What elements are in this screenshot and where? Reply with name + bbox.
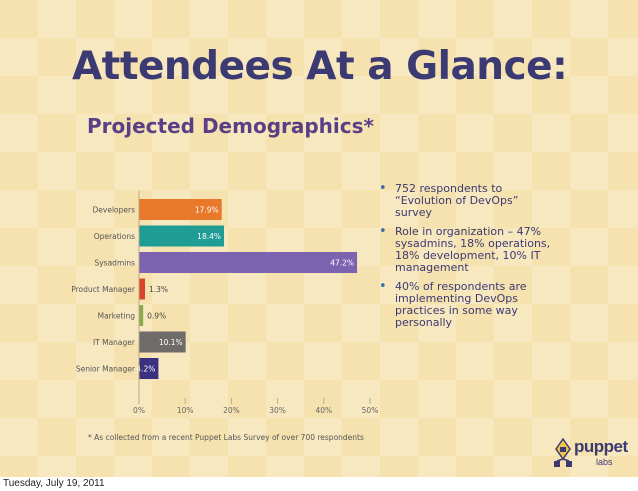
chart-value-label: 10.1%	[159, 338, 183, 347]
bullet-text: Role in organization – 47% sysadmins, 18…	[395, 225, 551, 274]
chart-category-label: Sysadmins	[94, 259, 135, 268]
chart-x-tick-label: 10%	[177, 406, 194, 415]
slide-background	[0, 0, 638, 477]
logo-wordmark: puppet	[574, 437, 628, 456]
chart-value-label: 0.9%	[147, 312, 166, 321]
chart-x-tick-label: 40%	[315, 406, 332, 415]
chart-value-label: 1.3%	[149, 285, 168, 294]
bullet-dot-icon: •	[379, 181, 387, 196]
chart-bars	[139, 199, 358, 379]
chart-category-label: Senior Manager	[76, 365, 136, 374]
chart-category-label: Developers	[93, 206, 136, 215]
chart-x-axis: 0% 10% 20% 30% 40% 50%	[133, 191, 378, 415]
slide-subtitle: Projected Demographics*	[87, 114, 374, 138]
bullet-item: • Role in organization – 47% sysadmins, 1…	[378, 224, 553, 274]
slide-title: Attendees At a Glance:	[72, 44, 568, 89]
bullet-text: 752 respondents to “Evolution of DevOps”…	[395, 182, 519, 219]
chart-value-labels: 17.9% 18.4% 47.2% 1.3% 0.9% 10.1% 4.2%	[136, 206, 354, 374]
chart-category-label: IT Manager	[93, 338, 136, 347]
chart-value-label: 18.4%	[197, 232, 221, 241]
chart-bar	[139, 331, 186, 353]
chart-x-tick-label: 20%	[223, 406, 240, 415]
demographics-bar-chart: Developers Operations Sysadmins Product Man…	[71, 191, 378, 415]
puppet-labs-logo: puppet labs	[552, 436, 628, 472]
chart-value-label: 47.2%	[330, 259, 354, 268]
bullet-dot-icon: •	[379, 224, 387, 239]
survey-footnote: * As collected from a recent Puppet Labs…	[88, 433, 364, 442]
puppet-labs-logo-icon	[554, 437, 572, 467]
chart-category-label: Product Manager	[71, 285, 136, 294]
chart-bar	[139, 278, 146, 300]
bullet-item: • 40% of respondents are implementing Dev…	[378, 279, 553, 329]
footer-bar	[0, 477, 638, 491]
chart-value-label: 4.2%	[136, 365, 155, 374]
chart-bar	[139, 305, 144, 326]
chart-value-label: 17.9%	[195, 206, 219, 215]
chart-category-label: Operations	[94, 232, 135, 241]
bullet-text: 40% of respondents are implementing DevO…	[395, 280, 527, 329]
bullet-dot-icon: •	[379, 279, 387, 294]
chart-bar	[139, 225, 225, 247]
chart-category-labels: Developers Operations Sysadmins Product Man…	[71, 206, 136, 374]
chart-x-tick-label: 30%	[269, 406, 286, 415]
chart-bar	[139, 358, 159, 379]
chart-bar	[139, 252, 358, 273]
chart-bar	[139, 199, 222, 220]
logo-subtext: labs	[596, 457, 613, 467]
footer-date: Tuesday, July 19, 2011	[3, 478, 105, 489]
chart-x-tick-label: 0%	[133, 406, 145, 415]
chart-category-label: Marketing	[98, 312, 136, 321]
bullet-item: • 752 respondents to “Evolution of DevOps…	[378, 181, 553, 219]
chart-x-tick-label: 50%	[362, 406, 379, 415]
bullet-list: • 752 respondents to “Evolution of DevOps…	[378, 181, 553, 336]
